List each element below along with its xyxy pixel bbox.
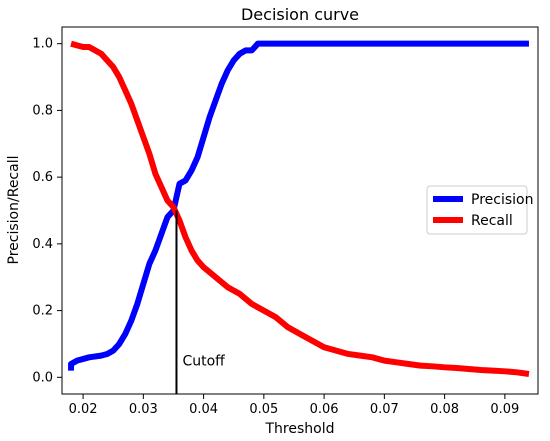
x-tick-label: 0.05 [249, 402, 278, 417]
x-tick-label: 0.03 [129, 402, 158, 417]
cutoff-label: Cutoff [182, 354, 225, 370]
y-tick-label: 0.0 [32, 370, 53, 385]
x-tick-label: 0.02 [69, 402, 98, 417]
annotation-layer: Cutoff [175, 210, 225, 394]
plot-area: Cutoff Precision Recall [61, 26, 539, 395]
x-axis: 0.02 0.03 0.04 0.05 0.06 0.07 0.08 0.09 [69, 394, 519, 417]
y-axis: 0.0 0.2 0.4 0.6 0.8 1.0 [32, 37, 62, 385]
series-line-recall [70, 40, 530, 377]
y-tick-label: 0.6 [32, 170, 53, 185]
y-tick-label: 0.2 [32, 304, 53, 319]
x-tick-label: 0.07 [370, 402, 399, 417]
x-tick-label: 0.06 [310, 402, 339, 417]
x-axis-title: Threshold [265, 421, 335, 437]
y-tick-label: 0.4 [32, 237, 53, 252]
series-layer [68, 40, 530, 377]
legend-label-recall: Recall [471, 213, 513, 229]
y-tick-label: 1.0 [32, 37, 53, 52]
y-axis-title: Precision/Recall [6, 156, 22, 265]
x-tick-label: 0.09 [490, 402, 519, 417]
legend: Precision Recall [426, 185, 533, 235]
x-tick-label: 0.08 [430, 402, 459, 417]
y-tick-label: 0.8 [32, 103, 53, 118]
legend-label-precision: Precision [471, 192, 533, 208]
x-tick-label: 0.04 [189, 402, 218, 417]
series-line-precision [68, 40, 529, 371]
chart-title: Decision curve [241, 5, 359, 24]
plot-frame [61, 26, 539, 395]
